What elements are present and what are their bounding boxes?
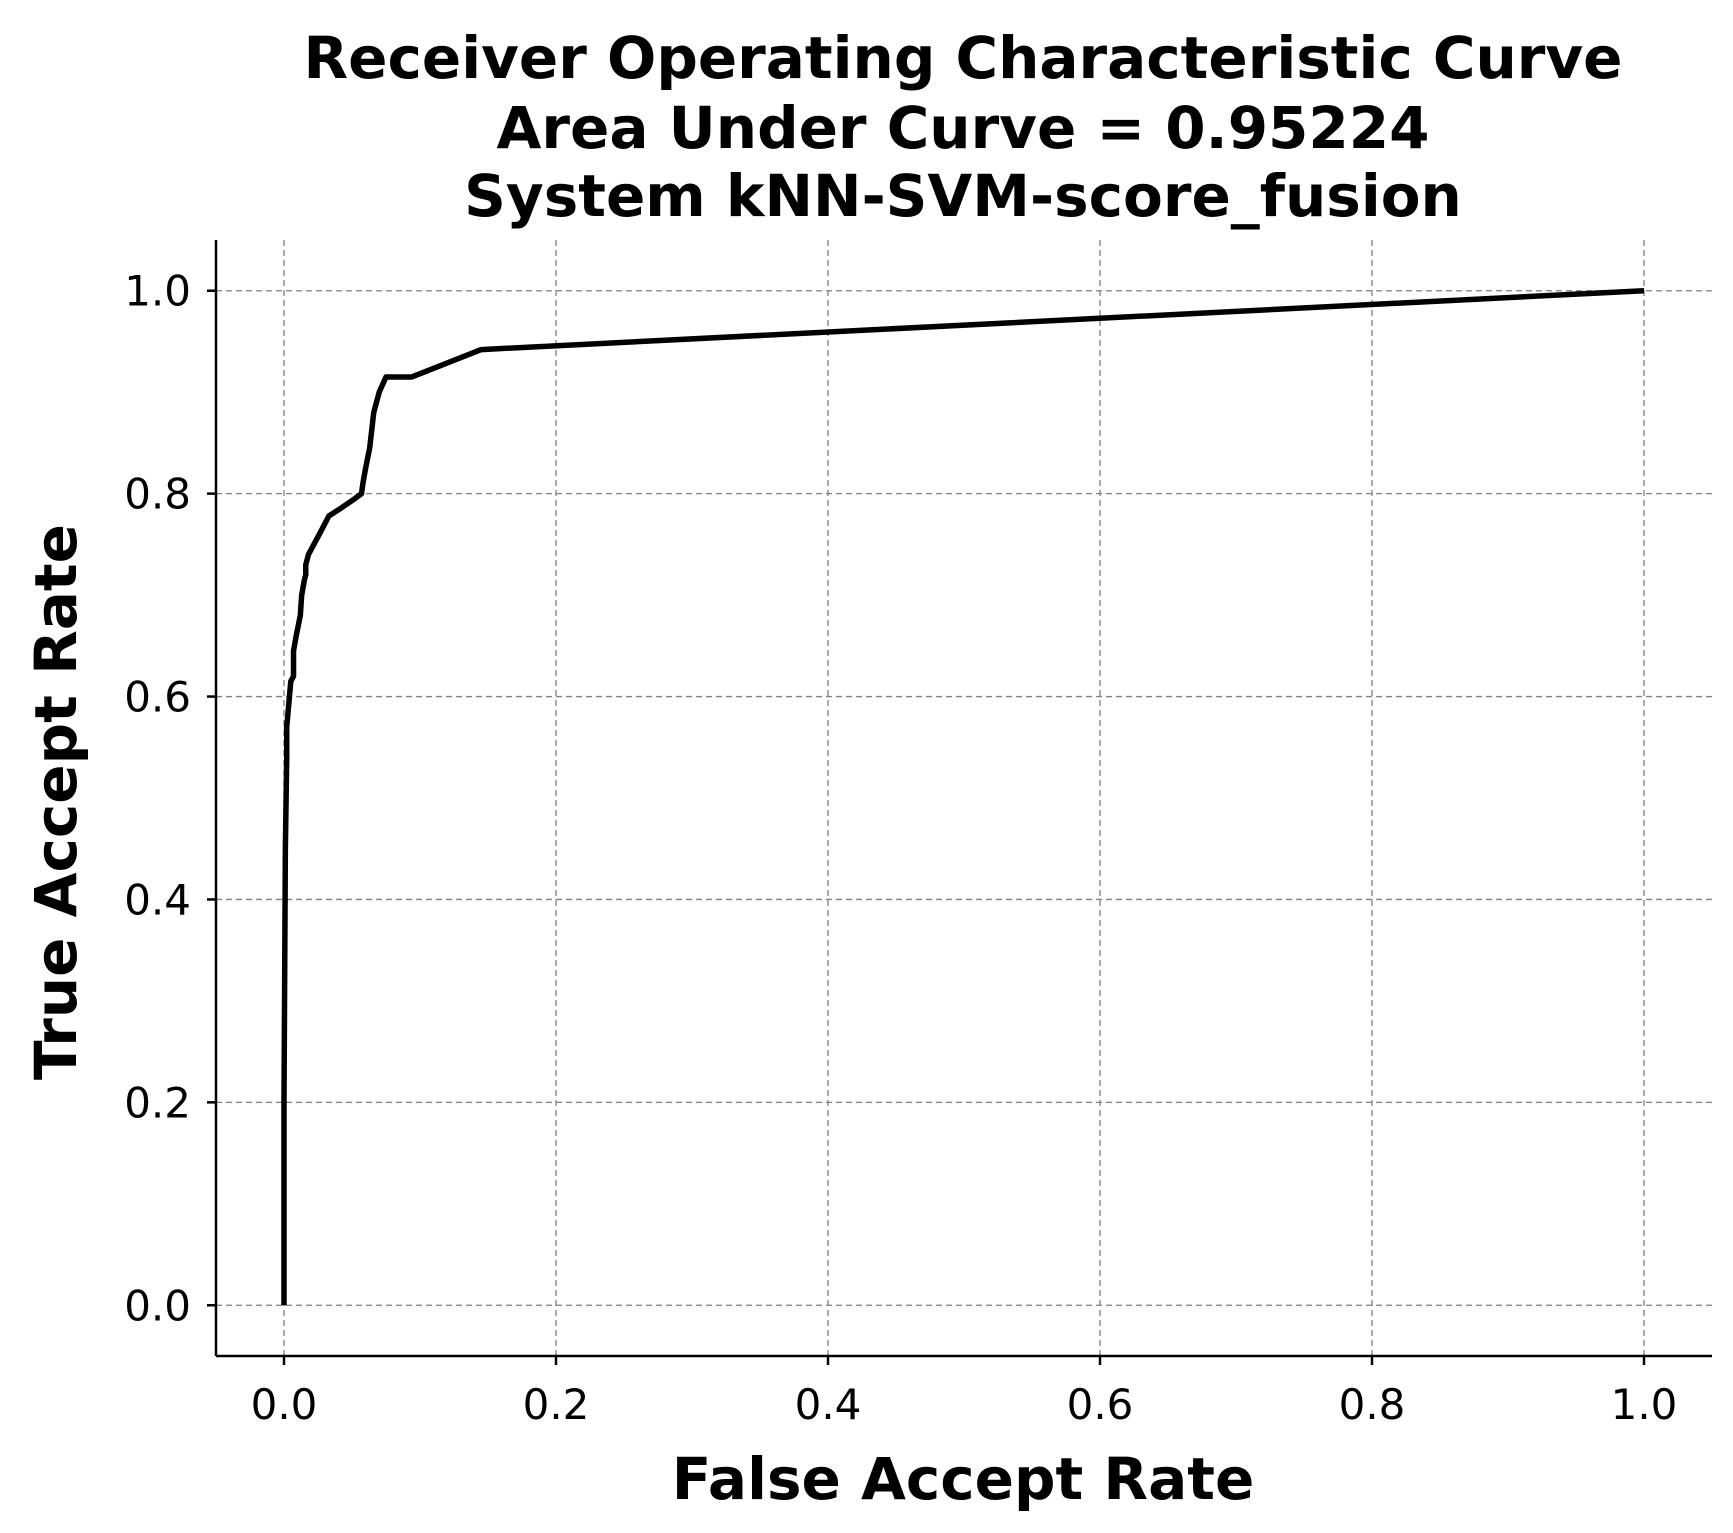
y-tick-label-4: 0.8 (124, 470, 191, 519)
title-line-3: System kNN-SVM-score_fusion (464, 162, 1462, 230)
title-line-1: Receiver Operating Characteristic Curve (303, 24, 1622, 92)
plot-area (281, 287, 1645, 1306)
x-tick-label-4: 0.8 (1339, 1380, 1406, 1429)
y-tick-label-5: 1.0 (124, 267, 191, 316)
y-axis-label: True Accept Rate (22, 524, 90, 1080)
y-tick-label-0: 0.0 (124, 1281, 191, 1330)
grid (216, 240, 1712, 1356)
chart-title: Receiver Operating Characteristic Curve … (303, 24, 1622, 230)
y-tick-label-3: 0.6 (124, 673, 191, 722)
title-line-2: Area Under Curve = 0.95224 (497, 94, 1430, 162)
x-tick-label-2: 0.4 (795, 1380, 862, 1429)
x-tick-label-1: 0.2 (523, 1380, 590, 1429)
axes-spines (214, 240, 1712, 1358)
x-tick-label-0: 0.0 (251, 1380, 318, 1429)
x-axis-label: False Accept Rate (672, 1445, 1255, 1513)
x-axis-ticks: 0.0 0.2 0.4 0.6 0.8 1.0 (251, 1356, 1678, 1429)
y-tick-label-2: 0.4 (124, 875, 191, 924)
y-axis-ticks: 0.0 0.2 0.4 0.6 0.8 1.0 (124, 267, 216, 1330)
x-tick-label-5: 1.0 (1611, 1380, 1678, 1429)
y-tick-label-1: 0.2 (124, 1078, 191, 1127)
x-tick-label-3: 0.6 (1067, 1380, 1134, 1429)
roc-curve-line (281, 287, 1645, 1306)
